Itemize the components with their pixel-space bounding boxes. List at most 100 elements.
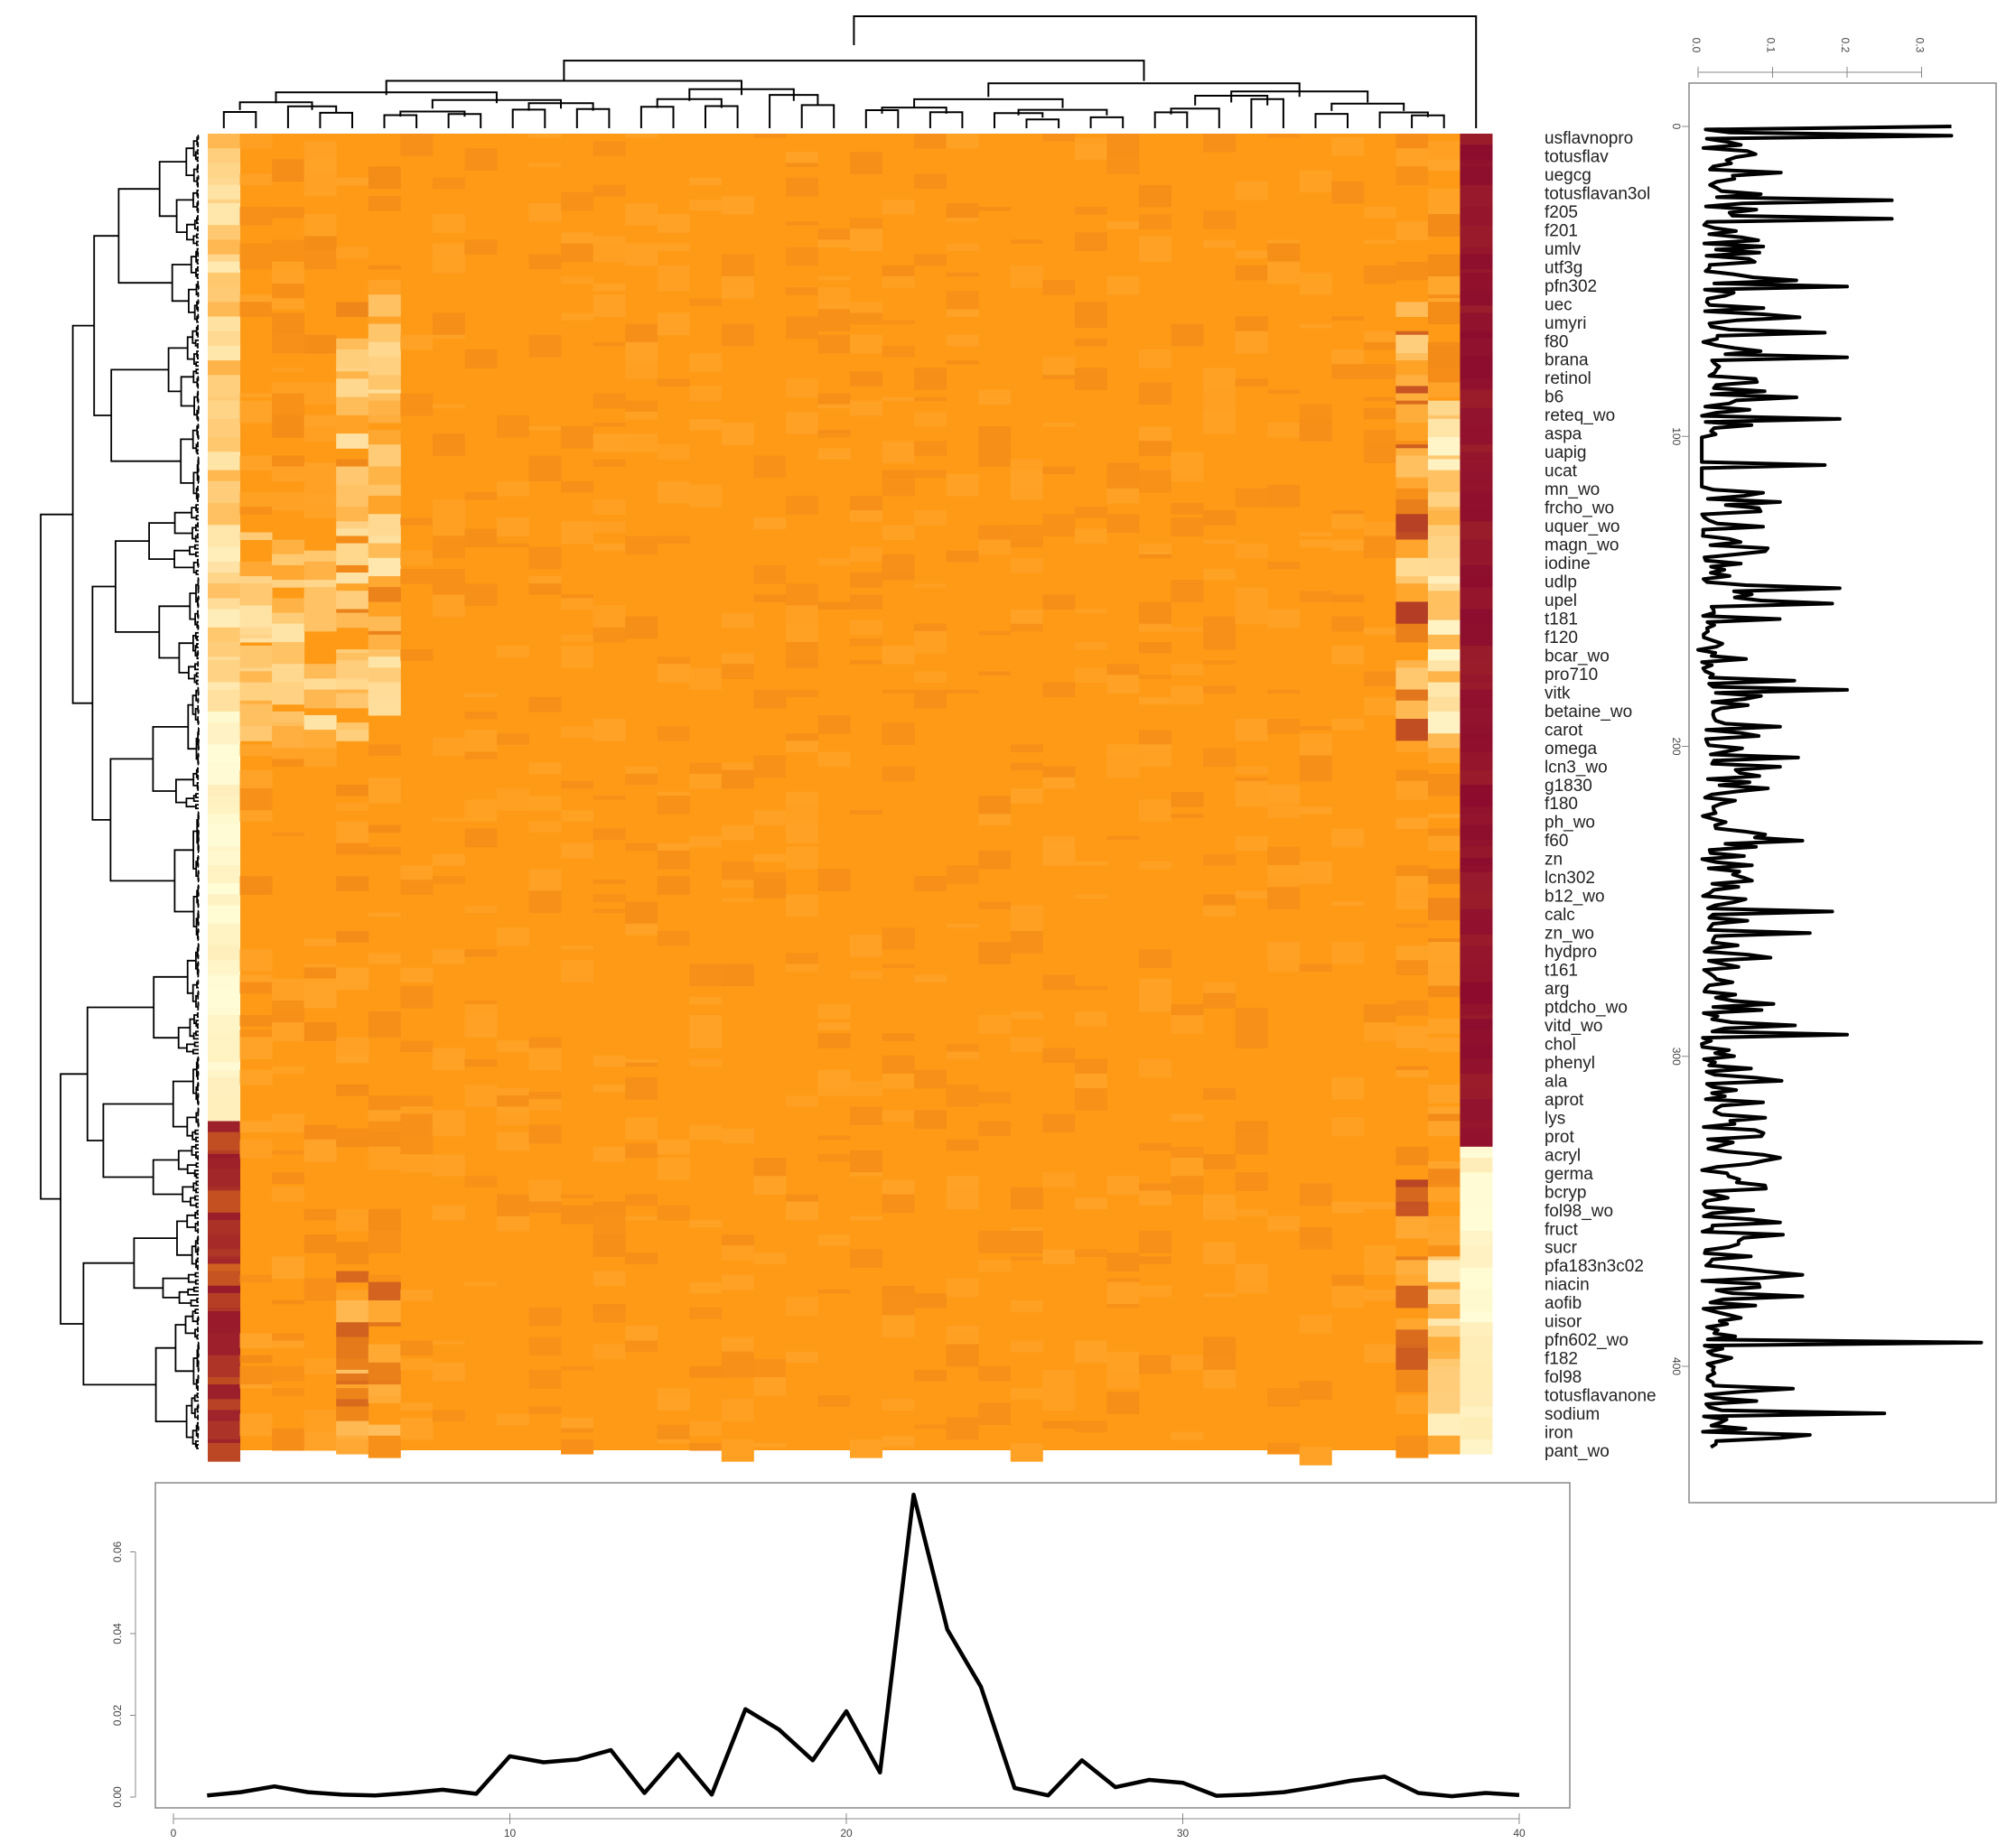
row-label: f180 xyxy=(1545,795,1578,814)
heatmap-cell xyxy=(785,287,818,295)
heatmap-cell xyxy=(239,787,273,811)
row-dendrogram-branch xyxy=(40,513,73,1200)
bottom-panel-y-tick-label: 0.06 xyxy=(111,1541,124,1562)
heatmap-cell xyxy=(978,1231,1012,1253)
heatmap-cell xyxy=(208,689,241,712)
heatmap-cell xyxy=(208,396,241,402)
heatmap-cell xyxy=(753,1377,787,1396)
heatmap-cell xyxy=(721,898,754,902)
heatmap-cell xyxy=(593,459,626,468)
heatmap-cell xyxy=(1171,323,1204,347)
row-dendrogram-branch xyxy=(197,383,200,389)
heatmap-cell xyxy=(817,1135,851,1141)
row-label: ph_wo xyxy=(1545,814,1595,833)
row-label: ala xyxy=(1545,1072,1568,1091)
heatmap-cell xyxy=(561,810,594,822)
heatmap-cell xyxy=(1395,375,1429,386)
row-dendrogram-branch xyxy=(196,258,199,265)
heatmap-cell xyxy=(272,711,305,723)
row-label: umyri xyxy=(1545,314,1586,333)
heatmap-cell xyxy=(1235,331,1268,354)
heatmap-cell xyxy=(882,1194,915,1214)
heatmap-cell xyxy=(689,1442,723,1451)
heatmap-cell xyxy=(1074,302,1107,321)
heatmap-cell xyxy=(1460,243,1493,248)
heatmap-cell xyxy=(464,799,498,822)
heatmap-cell xyxy=(914,386,947,390)
heatmap-cell xyxy=(1460,1245,1493,1268)
heatmap-cell xyxy=(817,1153,851,1162)
heatmap-cell xyxy=(272,239,305,263)
heatmap-cell xyxy=(1235,601,1268,625)
heatmap-cell xyxy=(785,1194,818,1203)
row-dendrogram-branch xyxy=(178,642,193,674)
heatmap-cell xyxy=(1427,660,1461,672)
heatmap-cell xyxy=(946,1044,979,1053)
heatmap-cell xyxy=(368,912,401,917)
heatmap-cell xyxy=(368,280,401,295)
heatmap-cell xyxy=(208,1132,241,1151)
row-dendrogram-branch xyxy=(176,1220,192,1256)
row-dendrogram-branch xyxy=(197,731,199,746)
row-label: pfa183n3c02 xyxy=(1545,1257,1644,1276)
heatmap-cell xyxy=(882,477,915,497)
heatmap-cell xyxy=(785,221,818,226)
heatmap-cell xyxy=(753,455,787,479)
heatmap-cell xyxy=(593,499,626,515)
heatmap-cell xyxy=(785,894,818,917)
heatmap-cell xyxy=(1171,1176,1204,1195)
row-dendrogram-branch xyxy=(180,376,195,407)
heatmap-cell xyxy=(1395,667,1429,691)
heatmap-cell xyxy=(1460,1146,1493,1155)
heatmap-cell xyxy=(432,876,465,884)
heatmap-cell xyxy=(1427,1336,1461,1353)
heatmap-cell xyxy=(946,202,979,219)
heatmap-cell xyxy=(208,1076,241,1100)
heatmap-cell xyxy=(272,284,305,299)
heatmap-cell xyxy=(1042,1369,1076,1389)
row-label: uquer_wo xyxy=(1545,517,1619,536)
heatmap-cell xyxy=(208,846,241,852)
heatmap-cell xyxy=(625,773,658,786)
right-panel-x-tick-label: 0.1 xyxy=(1765,38,1778,53)
heatmap-cell xyxy=(721,323,754,347)
heatmap-cell xyxy=(593,543,626,552)
row-label: fol98_wo xyxy=(1545,1202,1613,1221)
heatmap-cell xyxy=(336,660,369,679)
heatmap-cell xyxy=(336,302,369,317)
heatmap-cell xyxy=(1074,1088,1107,1111)
heatmap-cell xyxy=(1427,437,1461,456)
heatmap-cell xyxy=(432,1048,465,1071)
heatmap-cell xyxy=(689,1308,723,1319)
row-label: b12_wo xyxy=(1545,888,1605,907)
heatmap-cell xyxy=(208,254,241,263)
heatmap-cell xyxy=(817,452,851,460)
heatmap-cell xyxy=(400,1340,434,1356)
row-dendrogram-branch xyxy=(194,544,199,550)
heatmap-cell xyxy=(593,341,626,347)
heatmap-cell xyxy=(1460,908,1493,921)
heatmap-cell xyxy=(1395,400,1429,405)
heatmap-cell xyxy=(1074,894,1107,899)
heatmap-cell xyxy=(272,539,305,555)
heatmap-cell xyxy=(946,1176,979,1187)
heatmap-cell xyxy=(625,616,658,639)
heatmap-cell xyxy=(1460,491,1493,511)
heatmap-cell xyxy=(625,901,658,925)
row-dendrogram-branch xyxy=(197,376,200,382)
heatmap-cell xyxy=(208,1062,241,1071)
right-panel-y-tick-label: 0 xyxy=(1670,124,1683,130)
heatmap-cell xyxy=(208,134,241,149)
row-dendrogram-branch xyxy=(180,438,194,484)
heatmap-cell xyxy=(1235,1007,1268,1027)
heatmap-cell xyxy=(336,177,369,186)
heatmap-cell xyxy=(785,583,818,606)
heatmap-cell xyxy=(1331,828,1365,848)
heatmap-cell xyxy=(657,480,690,504)
heatmap-cell xyxy=(303,1278,337,1301)
heatmap-cell xyxy=(1395,1256,1429,1261)
heatmap-cell xyxy=(946,309,979,317)
heatmap-cell xyxy=(208,1384,241,1400)
heatmap-cell xyxy=(946,360,979,365)
heatmap-cell xyxy=(272,1256,305,1280)
